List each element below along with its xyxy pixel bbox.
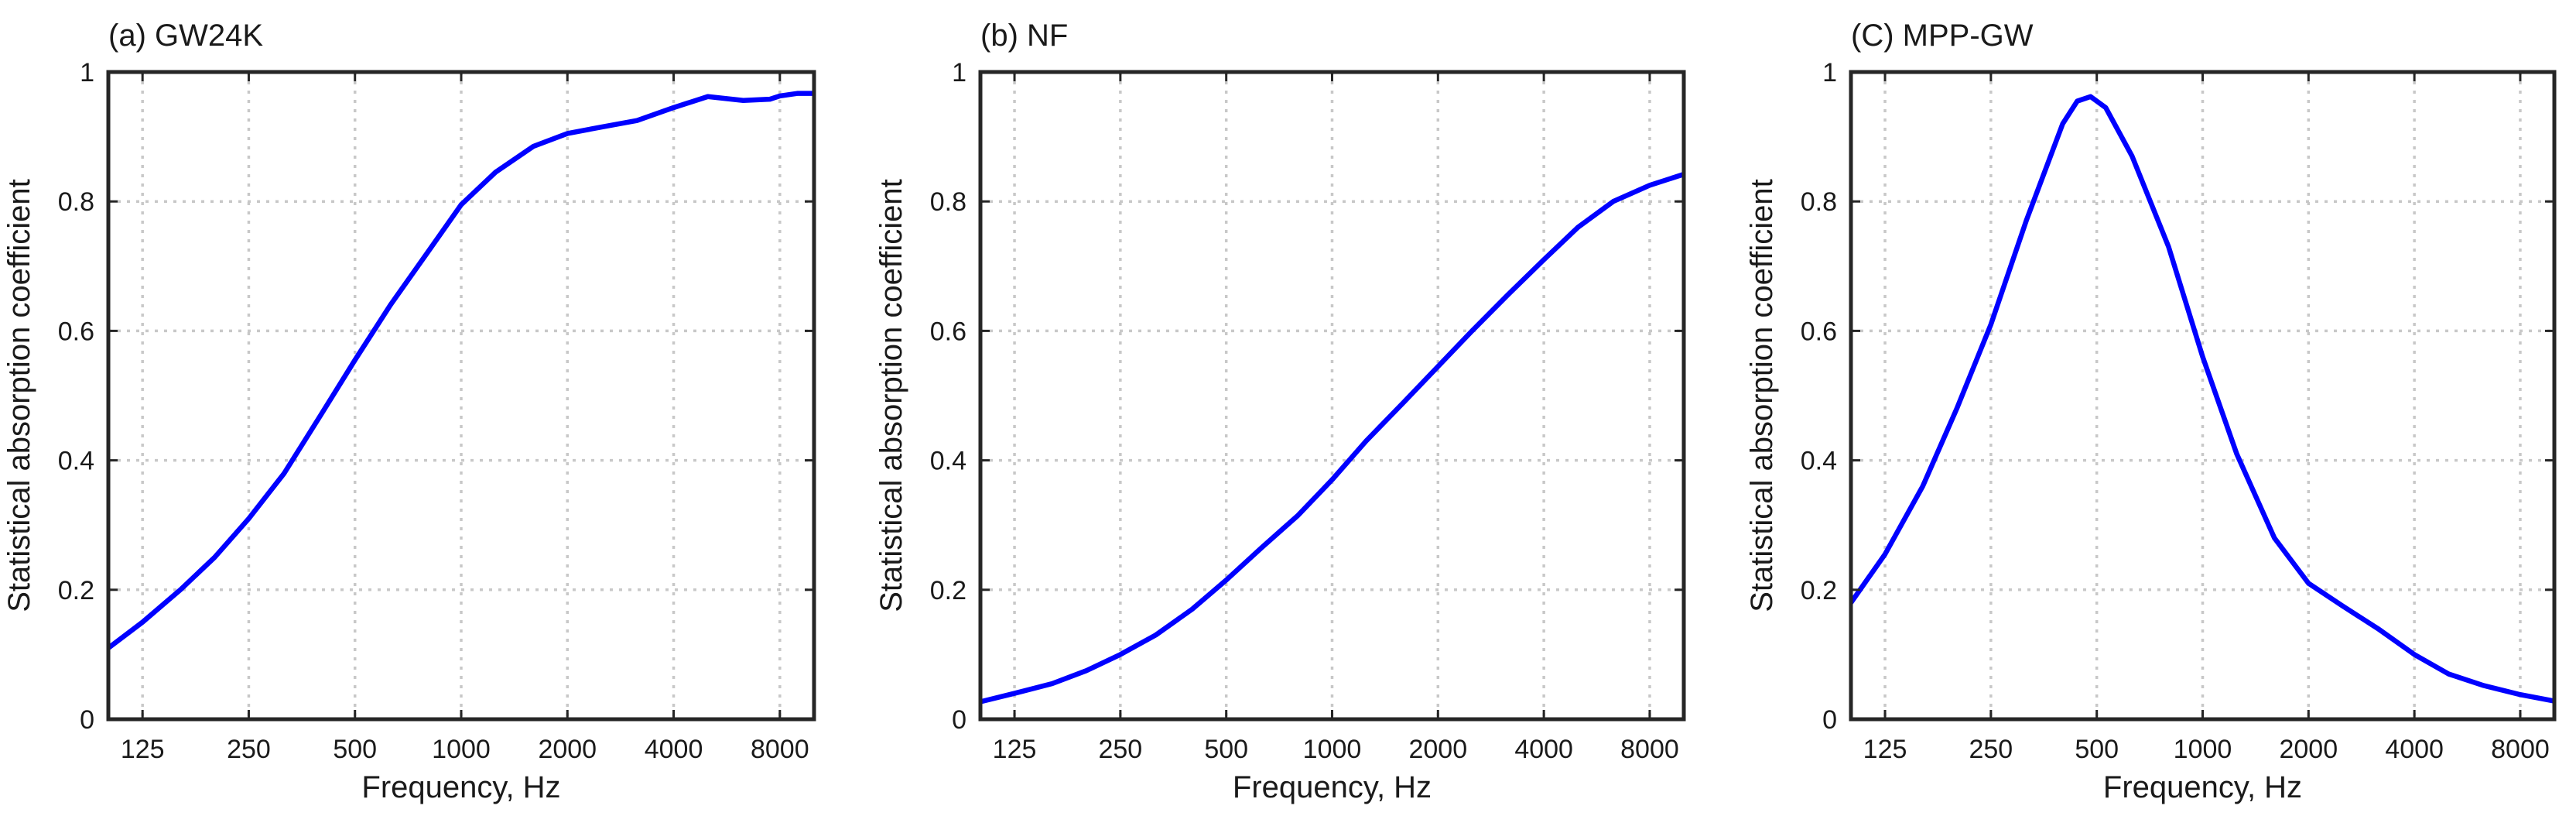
y-tick-label: 0.2 <box>58 576 94 605</box>
x-tick-label: 250 <box>227 735 271 764</box>
x-tick-label: 8000 <box>751 735 809 764</box>
x-tick-label: 125 <box>1863 735 1907 764</box>
y-tick-label: 1 <box>1822 58 1837 87</box>
y-tick-label: 1 <box>952 58 966 87</box>
y-tick-label: 0.8 <box>1801 187 1837 217</box>
y-tick-label: 0.2 <box>930 576 966 605</box>
x-tick-label: 1000 <box>432 735 491 764</box>
y-tick-label: 0.4 <box>930 447 966 476</box>
y-tick-label: 0.6 <box>930 317 966 346</box>
panel-2: 125 250 500 1000 2000 4000 8000 0 0.2 0.4 0.6 0.8 1 F… <box>874 19 1686 804</box>
y-axis-label: Statistical absorption coefficient <box>874 179 908 612</box>
x-tick-label: 2000 <box>538 735 597 764</box>
y-tick-label: 0 <box>1822 705 1837 735</box>
x-tick-label: 8000 <box>1620 735 1679 764</box>
x-tick-label: 125 <box>993 735 1037 764</box>
y-tick-label: 0.8 <box>58 187 94 217</box>
x-tick-label: 500 <box>1204 735 1248 764</box>
axes-box <box>978 70 1686 722</box>
series-line-nf <box>980 171 1684 705</box>
y-axis-label: Statistical absorption coefficient <box>1745 179 1779 612</box>
panel-title: (C) MPP-GW <box>1851 19 2034 53</box>
panel-3: 125 250 500 1000 2000 4000 8000 0 0.2 0.4 0.6 0.8 1 F… <box>1745 19 2557 804</box>
series-line-gw24k <box>108 91 814 651</box>
x-axis-label: Frequency, Hz <box>1233 770 1432 804</box>
axes-box <box>106 70 816 722</box>
y-tick-label: 0.4 <box>58 447 94 476</box>
y-tick-label: 1 <box>80 58 94 87</box>
x-tick-label: 2000 <box>1408 735 1467 764</box>
x-tick-label: 1000 <box>2174 735 2232 764</box>
x-tick-label: 250 <box>1969 735 2013 764</box>
x-tick-label: 250 <box>1098 735 1142 764</box>
panel-title: (b) NF <box>980 19 1068 53</box>
y-tick-label: 0.8 <box>930 187 966 217</box>
axes-box <box>1849 70 2557 722</box>
x-tick-label: 1000 <box>1303 735 1362 764</box>
x-axis-label: Frequency, Hz <box>361 770 560 804</box>
y-axis-label: Statistical absorption coefficient <box>2 179 36 612</box>
x-tick-label: 4000 <box>2385 735 2444 764</box>
y-tick-label: 0.4 <box>1801 447 1837 476</box>
x-tick-label: 4000 <box>645 735 703 764</box>
x-tick-label: 4000 <box>1514 735 1573 764</box>
y-tick-label: 0.6 <box>58 317 94 346</box>
x-tick-label: 8000 <box>2491 735 2550 764</box>
x-tick-label: 125 <box>121 735 165 764</box>
x-tick-label: 500 <box>2075 735 2119 764</box>
x-tick-label: 500 <box>333 735 377 764</box>
y-tick-label: 0.6 <box>1801 317 1837 346</box>
y-tick-label: 0 <box>80 705 94 735</box>
series-line-mpp-gw <box>1851 94 2554 704</box>
y-tick-label: 0.2 <box>1801 576 1837 605</box>
panel-title: (a) GW24K <box>108 19 263 53</box>
panel-1: 125 250 500 1000 2000 4000 8000 0 0.2 0.4 0.6 0.8 1 F… <box>2 19 816 804</box>
y-tick-label: 0 <box>952 705 966 735</box>
x-tick-label: 2000 <box>2279 735 2338 764</box>
x-axis-label: Frequency, Hz <box>2103 770 2302 804</box>
